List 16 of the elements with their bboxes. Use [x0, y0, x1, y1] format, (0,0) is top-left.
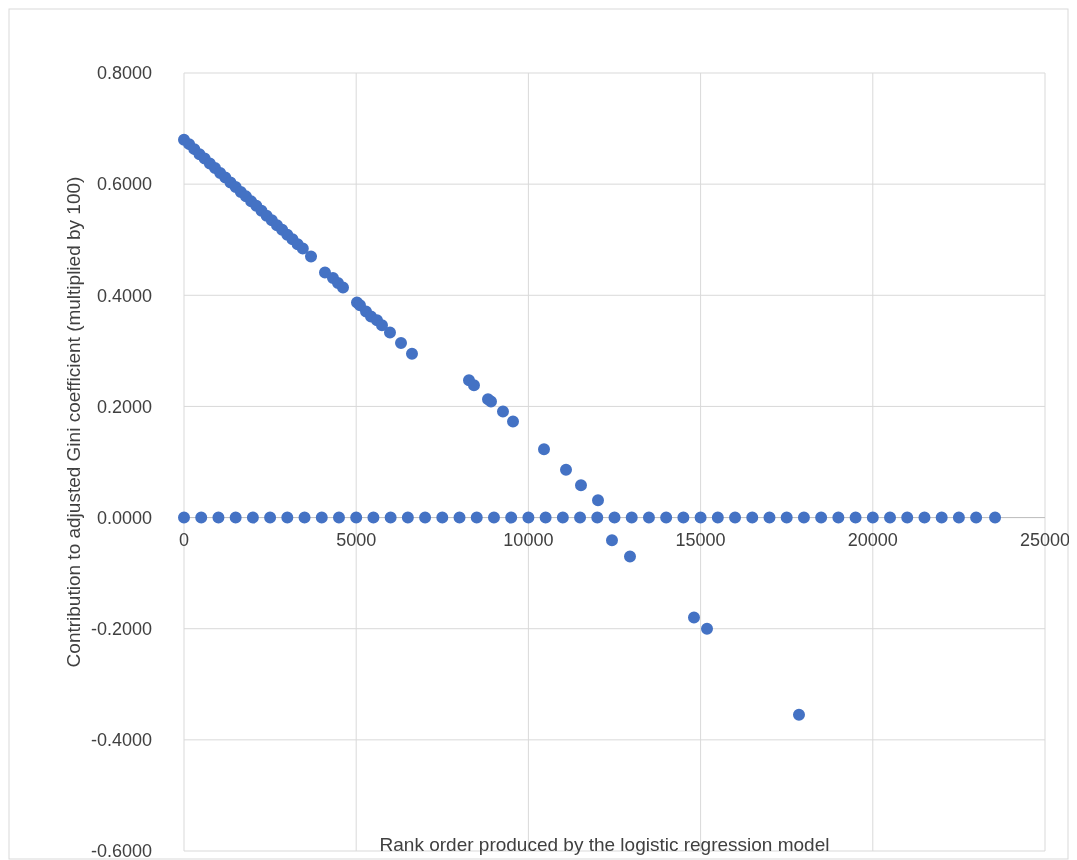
y-axis-title: Contribution to adjusted Gini coefficient (multiplied by 100) — [63, 176, 84, 668]
y-tick-label: -0.4000 — [90, 730, 152, 751]
x-tick-label: 10000 — [503, 529, 554, 550]
y-tick-label: -0.6000 — [90, 841, 152, 860]
x-tick-label: 0 — [178, 529, 190, 550]
y-tick-label: 0.6000 — [96, 174, 152, 195]
x-axis-title: Rank order produced by the logistic regression model — [379, 834, 830, 855]
y-tick-label: -0.2000 — [90, 619, 152, 640]
y-tick-label: 0.4000 — [96, 285, 152, 306]
x-tick-label: 25000 — [1019, 529, 1071, 550]
x-tick-label: 20000 — [847, 529, 898, 550]
y-tick-label: 0.8000 — [96, 63, 152, 84]
y-tick-label: 0.2000 — [96, 396, 152, 417]
x-tick-label: 5000 — [336, 529, 377, 550]
y-tick-label: 0.0000 — [96, 507, 152, 528]
x-tick-label: 15000 — [675, 529, 726, 550]
